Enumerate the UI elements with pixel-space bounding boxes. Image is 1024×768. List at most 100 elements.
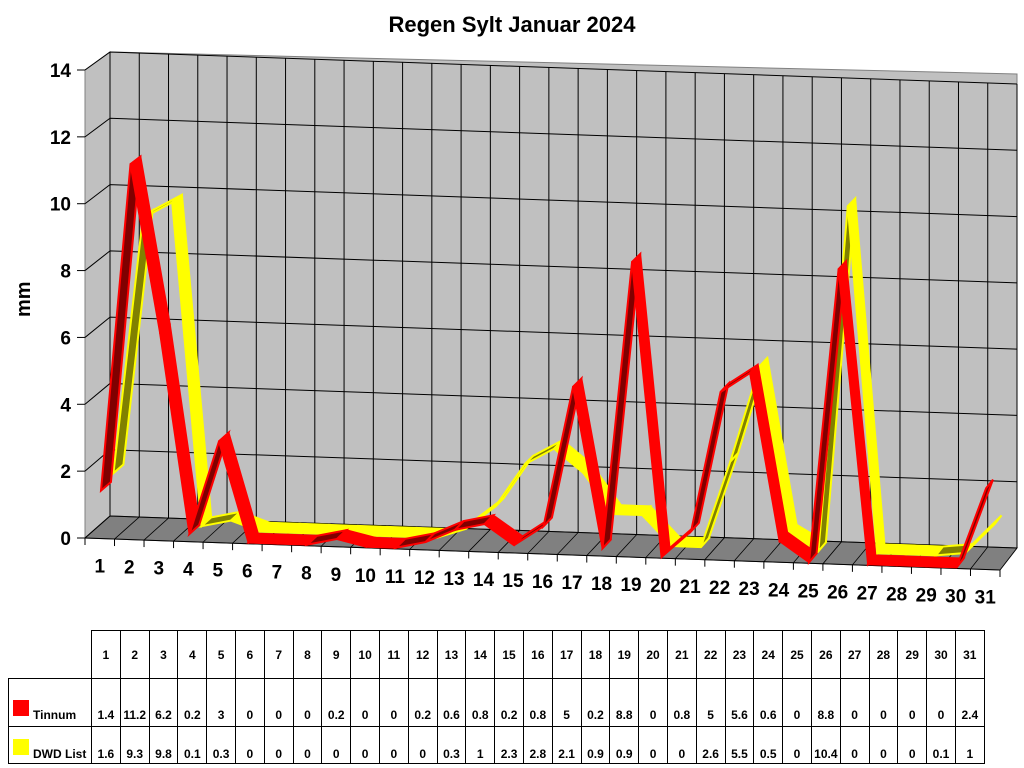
table-cell: 0	[350, 678, 380, 727]
table-cell: 0.2	[177, 678, 208, 727]
table-header-day: 11	[378, 630, 409, 679]
table-cell: 1	[954, 726, 985, 764]
x-tick-label: 14	[473, 570, 495, 591]
y-tick-label: 10	[50, 195, 71, 216]
table-cell: 0	[234, 726, 265, 764]
table-header-day: 31	[954, 630, 985, 679]
table-cell: 0.1	[177, 726, 208, 764]
table-cell: 0.8	[666, 678, 697, 727]
table-header-day: 9	[321, 630, 352, 679]
table-header-day: 3	[148, 630, 179, 679]
table-cell: 8.8	[810, 678, 841, 727]
x-tick-label: 8	[301, 564, 312, 585]
table-header-day: 12	[407, 630, 438, 679]
x-tick-label: 30	[945, 586, 966, 607]
table-cell: 0	[897, 726, 928, 764]
x-tick-label: 7	[272, 563, 283, 584]
x-tick-label: 31	[975, 587, 997, 608]
table-cell: 0.3	[436, 726, 467, 764]
table-cell: 1.4	[91, 678, 121, 727]
table-cell: 0	[263, 726, 294, 764]
table-cell: 3	[206, 678, 236, 727]
back-wall	[109, 51, 1018, 549]
table-cell: 0.6	[436, 678, 467, 727]
x-tick-label: 19	[620, 575, 641, 596]
x-tick-label: 11	[385, 567, 406, 588]
table-row-tinnum: Tinnum 1.4 11.2 6.2 0.2 3 0 0 0 0.2 0 0 0.2 0.6 0.8 0.…	[8, 678, 985, 727]
x-tick-label: 6	[242, 562, 253, 583]
table-cell: 8.8	[609, 678, 640, 727]
x-tick-label: 5	[213, 561, 224, 582]
table-cell: 2.6	[695, 726, 726, 764]
table-cell: 0	[638, 726, 668, 764]
y-tick-label: 8	[60, 262, 71, 283]
x-tick-label: 27	[857, 583, 878, 604]
table-cell: 9.8	[148, 726, 179, 764]
table-header-day: 20	[638, 630, 668, 679]
x-tick-label: 4	[183, 560, 194, 581]
table-cell: 0	[782, 726, 812, 764]
y-tick-label: 12	[50, 128, 71, 149]
x-tick-label: 25	[798, 581, 820, 602]
y-tick-label: 0	[60, 529, 71, 550]
table-header-day: 17	[551, 630, 582, 679]
table-cell: 0.8	[465, 678, 496, 727]
table-cell: 11.2	[119, 678, 150, 727]
x-tick-label: 24	[768, 580, 790, 601]
table-cell: 0	[666, 726, 697, 764]
table-cell: 0.6	[753, 678, 784, 727]
y-tick-label: 6	[60, 328, 71, 349]
table-cell: 6.2	[148, 678, 179, 727]
table-cell: 0	[638, 678, 668, 727]
table-header-day: 22	[695, 630, 726, 679]
table-header-day: 7	[263, 630, 294, 679]
x-tick-label: 29	[916, 585, 937, 606]
y-tick-label: 4	[60, 395, 71, 416]
x-tick-label: 16	[532, 572, 553, 593]
table-header-day: 5	[206, 630, 236, 679]
table-cell: 0	[292, 678, 323, 727]
table-cell: 0.8	[522, 678, 553, 727]
table-header-day: 1	[91, 630, 121, 679]
table-header-day: 10	[350, 630, 380, 679]
table-header-day: 26	[810, 630, 841, 679]
x-tick-label: 1	[94, 557, 105, 578]
table-cell: 0.2	[321, 678, 352, 727]
table-cell: 10.4	[810, 726, 841, 764]
table-cell: 0.9	[609, 726, 640, 764]
x-tick-label: 15	[502, 571, 524, 592]
y-tick-label: 2	[60, 462, 71, 483]
x-tick-label: 18	[591, 574, 612, 595]
legend-swatch-red	[13, 700, 29, 716]
table-cell: 2.8	[522, 726, 553, 764]
x-tick-label: 26	[827, 582, 848, 603]
table-cell: 0	[868, 678, 899, 727]
data-table: 1 2 3 4 5 6 7 8 9 10 11 12 13 14 15 16 17 18 19 20 21 22 23 24 2…	[8, 630, 985, 764]
x-tick-label: 13	[443, 569, 464, 590]
table-cell: 0.2	[494, 678, 524, 727]
x-tick-label: 21	[680, 577, 702, 598]
x-tick-label: 3	[154, 559, 165, 580]
series-label: Tinnum	[33, 708, 77, 722]
table-cell: 0	[292, 726, 323, 764]
table-cell: 0	[350, 726, 380, 764]
table-cell: 0	[378, 678, 409, 727]
table-cell: 2.4	[954, 678, 985, 727]
table-cell: 0	[378, 726, 409, 764]
x-tick-label: 20	[650, 576, 671, 597]
table-corner	[8, 630, 92, 679]
y-tick-label: 14	[50, 61, 72, 82]
table-header-day: 30	[926, 630, 956, 679]
table-cell: 2.1	[551, 726, 582, 764]
table-cell: 0	[839, 726, 870, 764]
table-cell: 5	[695, 678, 726, 727]
table-cell: 0.1	[926, 726, 956, 764]
table-header-day: 16	[522, 630, 553, 679]
table-cell: 0	[897, 678, 928, 727]
table-cell: 0.3	[206, 726, 236, 764]
table-cell: 0	[839, 678, 870, 727]
table-cell: 0.2	[407, 678, 438, 727]
table-header-day: 8	[292, 630, 323, 679]
table-cell: 5.5	[724, 726, 755, 764]
